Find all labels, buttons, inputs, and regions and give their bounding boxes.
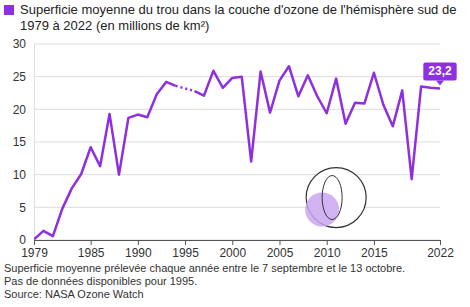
title-marker xyxy=(4,5,14,15)
x-tick: 1990 xyxy=(125,240,152,260)
grid xyxy=(34,44,440,240)
y-tick-label: 25 xyxy=(13,70,27,84)
x-tick-mark xyxy=(232,240,233,245)
x-tick-mark xyxy=(34,240,35,245)
grid-line xyxy=(34,174,440,175)
x-tick-label: 2022 xyxy=(427,246,454,260)
y-tick: 15 xyxy=(13,135,34,149)
line xyxy=(34,66,440,239)
y-tick: 25 xyxy=(13,70,34,84)
note: Superficie moyenne prélevée chaque année… xyxy=(4,262,405,274)
x-tick-label: 2010 xyxy=(314,246,341,260)
globe-icon xyxy=(305,168,366,228)
y-tick: 10 xyxy=(13,168,34,182)
note: Pas de données disponibles pour 1995. xyxy=(4,275,197,287)
y-tick: 20 xyxy=(13,103,34,117)
globe-outline xyxy=(306,168,366,228)
x-tick: 2000 xyxy=(219,240,246,260)
x-axis: 1979 1985 1990 1995 2000 2005 2010 2015 2022 xyxy=(21,240,454,260)
y-axis: 051015202530 xyxy=(13,37,35,247)
x-tick-mark xyxy=(91,240,92,245)
x-tick-mark xyxy=(374,240,375,245)
chart: Superficie moyenne du trou dans la couch… xyxy=(0,0,470,307)
y-tick-label: 5 xyxy=(19,201,26,215)
x-tick: 1985 xyxy=(78,240,105,260)
x-axis-line xyxy=(35,241,441,246)
x-tick: 1995 xyxy=(172,240,199,260)
x-tick-mark xyxy=(138,240,139,245)
y-tick: 30 xyxy=(13,37,34,51)
x-tick-label: 1995 xyxy=(172,246,199,260)
y-tick-label: 10 xyxy=(13,168,27,182)
y-tick-label: 20 xyxy=(13,103,27,117)
x-tick-label: 1979 xyxy=(21,246,48,260)
annotation-box xyxy=(423,62,456,80)
y-tick-label: 15 xyxy=(13,135,27,149)
y-tick-label: 30 xyxy=(13,37,27,51)
x-tick-label: 1985 xyxy=(78,246,105,260)
x-tick-label: 1990 xyxy=(125,246,152,260)
annotation-pointer xyxy=(436,80,444,85)
x-tick-mark xyxy=(279,240,280,245)
x-tick: 2010 xyxy=(314,240,341,260)
globe-meridian xyxy=(322,176,342,220)
y-tick: 5 xyxy=(19,201,34,215)
grid-line xyxy=(34,109,440,110)
x-tick: 2005 xyxy=(267,240,294,260)
title: Superficie moyenne du trou dans la couch… xyxy=(20,2,456,33)
grid-line xyxy=(34,207,440,208)
plot-area xyxy=(34,66,440,239)
x-tick-label: 2015 xyxy=(361,246,388,260)
x-tick-mark xyxy=(327,240,328,245)
annotation: 23,2 xyxy=(423,62,456,85)
x-tick-mark xyxy=(185,240,186,245)
source: Source: NASA Ozone Watch xyxy=(4,288,144,300)
annotation-label: 23,2 xyxy=(428,64,452,78)
x-tick: 2015 xyxy=(361,240,388,260)
x-tick-label: 2000 xyxy=(219,246,246,260)
x-tick-label: 2005 xyxy=(267,246,294,260)
grid-line xyxy=(34,44,440,45)
x-tick: 1979 xyxy=(21,240,48,260)
x-tick: 2022 xyxy=(427,240,454,260)
gap-bridge xyxy=(176,86,195,91)
y-axis-line xyxy=(34,45,35,241)
grid-line xyxy=(34,142,440,143)
x-tick-mark xyxy=(440,240,441,245)
